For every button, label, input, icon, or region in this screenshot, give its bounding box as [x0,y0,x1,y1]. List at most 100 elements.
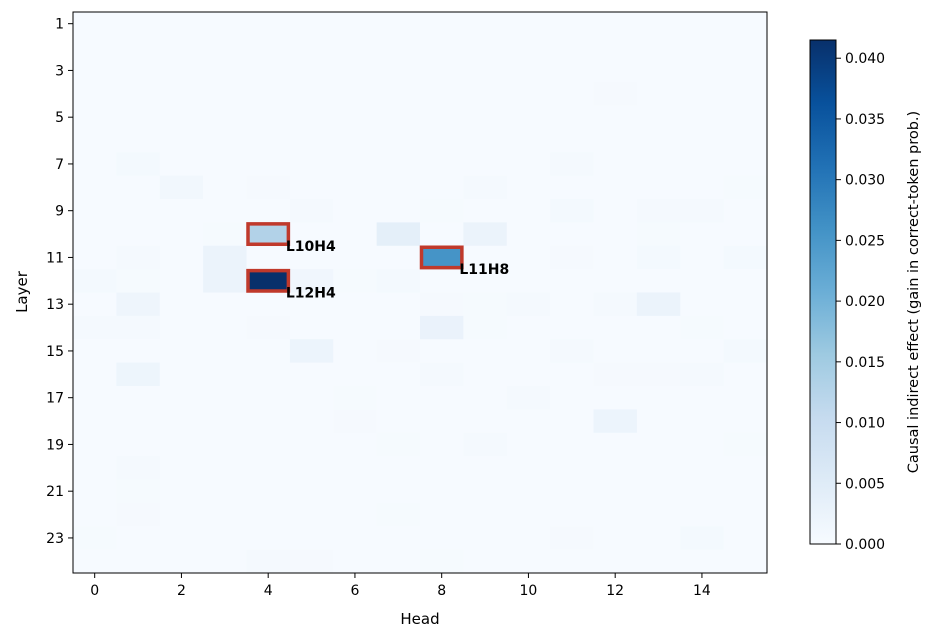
heatmap-cell-L24H13 [636,549,681,574]
heatmap-cell-L14H5 [289,315,334,340]
heatmap-cell-L14H1 [116,315,161,340]
heatmap-cell-L22H9 [463,502,508,527]
y-tick-label: 3 [55,63,64,79]
heatmap-cell-L22H1 [116,502,161,527]
heatmap-cell-L23H8 [420,526,464,551]
heatmap-cell-L5H14 [680,105,725,130]
heatmap-cell-L6H8 [420,128,464,153]
colorbar-tick-label: 0.035 [845,112,885,128]
heatmap-cell-L3H5 [289,58,334,83]
heatmap-cell-L2H15 [723,35,768,60]
heatmap-cell-L18H14 [680,409,725,434]
heatmap-cell-L14H0 [73,315,117,340]
heatmap-cell-L19H10 [506,432,551,457]
heatmap-cell-L14H4 [246,315,291,340]
heatmap-cell-L18H2 [159,409,204,434]
heatmap-cell-L18H3 [203,409,247,434]
heatmap-cell-L13H8 [420,292,464,317]
heatmap-cell-L12H15 [723,269,768,293]
heatmap-cell-L3H1 [116,58,161,83]
heatmap-cell-L13H13 [636,292,681,317]
heatmap-cell-L23H0 [73,526,117,551]
heatmap-cell-L12H11 [550,269,594,293]
heatmap-cell-L10H10 [506,222,551,247]
heatmap-cell-L24H14 [680,549,725,574]
heatmap-cell-L11H15 [723,245,768,270]
heatmap-cell-L20H5 [289,456,334,480]
x-tick-label: 14 [693,583,711,599]
heatmap-cell-L14H8 [420,315,464,340]
heatmap-cell-L21H0 [73,479,117,504]
heatmap-cell-L7H15 [723,152,768,177]
heatmap-cell-L19H9 [463,432,508,457]
heatmap-cell-L16H11 [550,362,594,387]
heatmap-cell-L16H2 [159,362,204,387]
heatmap-cell-L9H7 [376,199,421,223]
heatmap-cell-L18H0 [73,409,117,434]
heatmap-cell-L10H3 [203,222,247,247]
heatmap-cell-L11H2 [159,245,204,270]
heatmap-cell-L21H8 [420,479,464,504]
heatmap-cell-L14H9 [463,315,508,340]
heatmap-cell-L7H2 [159,152,204,177]
heatmap-cell-L23H14 [680,526,725,551]
heatmap-cell-L3H10 [506,58,551,83]
y-tick-label: 23 [46,531,64,547]
heatmap-cell-L5H12 [593,105,638,130]
heatmap-cell-L17H0 [73,386,117,410]
heatmap-cell-L14H11 [550,315,594,340]
heatmap-cells [73,12,768,574]
heatmap-cell-L16H4 [246,362,291,387]
heatmap-cell-L1H6 [333,12,378,36]
heatmap-cell-L7H1 [116,152,161,177]
heatmap-cell-L5H7 [376,105,421,130]
heatmap-cell-L2H11 [550,35,594,60]
heatmap-cell-L12H5 [289,269,334,293]
heatmap-cell-L7H14 [680,152,725,177]
heatmap-cell-L14H12 [593,315,638,340]
heatmap-cell-L20H10 [506,456,551,480]
heatmap-cell-L19H11 [550,432,594,457]
heatmap-cell-L2H14 [680,35,725,60]
x-tick-label: 12 [606,583,624,599]
heatmap-cell-L14H3 [203,315,247,340]
heatmap-cell-L16H3 [203,362,247,387]
heatmap-cell-L16H9 [463,362,508,387]
heatmap-cell-L21H2 [159,479,204,504]
heatmap-cell-L13H0 [73,292,117,317]
heatmap-cell-L2H5 [289,35,334,60]
heatmap-cell-L16H10 [506,362,551,387]
heatmap-cell-L6H0 [73,128,117,153]
heatmap-cell-L9H15 [723,199,768,223]
heatmap-cell-L5H1 [116,105,161,130]
heatmap-cell-L18H1 [116,409,161,434]
heatmap-cell-L9H1 [116,199,161,223]
highlight-label-l12h4: L12H4 [286,286,336,302]
heatmap-cell-L10H5 [289,222,334,247]
heatmap-cell-L23H12 [593,526,638,551]
heatmap-cell-L24H5 [289,549,334,574]
heatmap-cell-L12H3 [203,269,247,293]
heatmap-cell-L15H9 [463,339,508,364]
heatmap-cell-L17H4 [246,386,291,410]
heatmap-cell-L4H13 [636,82,681,106]
colorbar-tick-label: 0.040 [845,51,885,67]
heatmap-cell-L10H8 [420,222,464,247]
colorbar-tick-label: 0.005 [845,476,885,492]
heatmap-cell-L24H15 [723,549,768,574]
heatmap-cell-L8H14 [680,175,725,200]
heatmap-cell-L23H5 [289,526,334,551]
heatmap-cell-L8H5 [289,175,334,200]
heatmap-cell-L11H6 [333,245,378,270]
highlight-label-l10h4: L10H4 [286,239,336,255]
heatmap-cell-L2H2 [159,35,204,60]
heatmap-cell-L19H6 [333,432,378,457]
heatmap-cell-L20H8 [420,456,464,480]
heatmap-cell-L4H6 [333,82,378,106]
heatmap-cell-L7H13 [636,152,681,177]
heatmap-cell-L8H9 [463,175,508,200]
heatmap-cell-L10H7 [376,222,421,247]
heatmap-cell-L4H14 [680,82,725,106]
heatmap-cell-L20H7 [376,456,421,480]
